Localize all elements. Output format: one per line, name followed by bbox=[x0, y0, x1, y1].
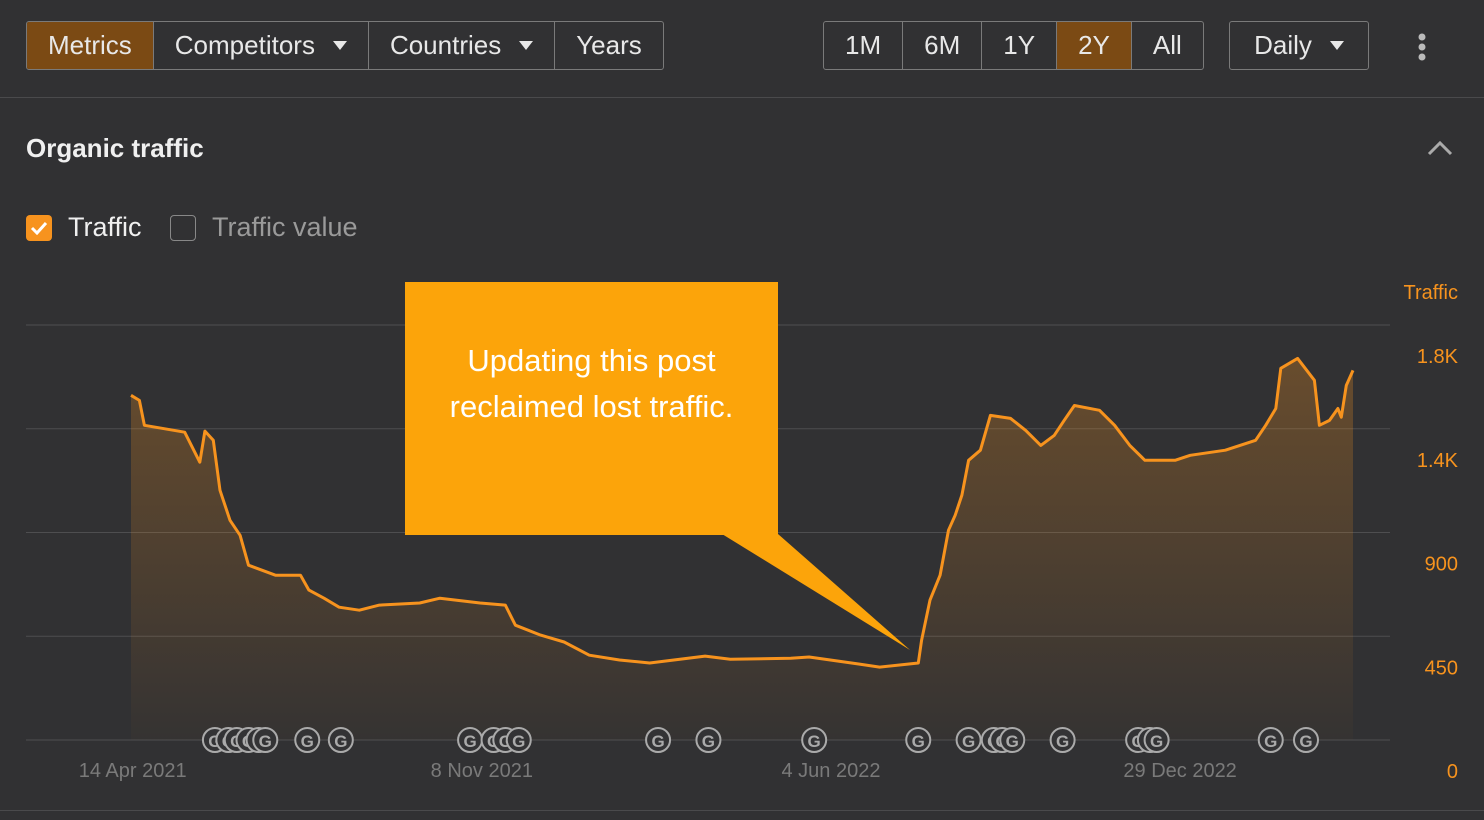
update-marker: G bbox=[1143, 727, 1170, 753]
x-tick-label: 14 Apr 2021 bbox=[79, 760, 187, 782]
update-icon bbox=[999, 727, 1026, 753]
divider bbox=[0, 810, 1484, 811]
update-icon-label: G bbox=[512, 732, 525, 751]
tab-label: Countries bbox=[389, 30, 502, 60]
tab-button[interactable]: Countries bbox=[367, 22, 554, 69]
update-icon bbox=[905, 727, 932, 753]
update-icon bbox=[294, 727, 321, 753]
tab-label: Years bbox=[576, 30, 642, 60]
update-icon bbox=[695, 727, 722, 753]
update-icon bbox=[1143, 727, 1170, 753]
annotation: Updating this post reclaimed lost traffi… bbox=[405, 282, 778, 535]
callout-pointer bbox=[722, 534, 910, 650]
range-button[interactable]: 2Y bbox=[1056, 22, 1131, 69]
dropdown-arrow bbox=[519, 41, 534, 50]
more-menu[interactable] bbox=[1410, 30, 1434, 64]
checkbox-checked[interactable] bbox=[26, 214, 52, 241]
tab-button[interactable]: Metrics bbox=[27, 22, 153, 69]
traffic-value-toggle[interactable]: Traffic value bbox=[170, 212, 358, 243]
update-icon-label: G bbox=[1056, 732, 1069, 751]
update-icon bbox=[645, 727, 672, 753]
interval-button[interactable]: Daily bbox=[1230, 22, 1368, 69]
update-icon bbox=[1293, 727, 1319, 753]
update-marker: G bbox=[695, 727, 722, 753]
y-tick-label: 900 bbox=[1425, 554, 1458, 576]
update-icon-label: G bbox=[912, 732, 925, 751]
line bbox=[130, 356, 1355, 669]
y-tick-label: 450 bbox=[1425, 657, 1458, 679]
update-icon-label: G bbox=[334, 732, 347, 751]
y-axis-label: Traffic bbox=[1404, 282, 1458, 304]
tab-button[interactable]: Competitors bbox=[152, 22, 368, 69]
dropdown-arrow bbox=[332, 41, 347, 50]
update-icon bbox=[1049, 727, 1076, 753]
update-icon bbox=[1257, 727, 1284, 753]
tab-label: Competitors bbox=[174, 30, 315, 60]
tab-button[interactable]: Years bbox=[554, 22, 663, 69]
dropdown-arrow bbox=[1329, 41, 1344, 50]
update-icon-label: G bbox=[1006, 732, 1019, 751]
update-marker: G bbox=[252, 727, 279, 753]
update-icon-label: G bbox=[702, 732, 715, 751]
y-tick-label: 1.4K bbox=[1417, 450, 1459, 472]
update-icon-label: G bbox=[1264, 732, 1277, 751]
y-tick-label: 1.8K bbox=[1417, 346, 1459, 368]
update-marker: G bbox=[645, 727, 672, 753]
range-button[interactable]: 1M bbox=[845, 30, 882, 60]
update-marker: G bbox=[1293, 727, 1319, 753]
range-buttons: 1M 6M 1Y 2Y All bbox=[823, 21, 1204, 70]
update-icon bbox=[252, 727, 279, 753]
x-tick-label: 29 Dec 2022 bbox=[1123, 760, 1236, 782]
range-button[interactable]: All bbox=[1130, 22, 1203, 69]
update-icon-label: G bbox=[651, 732, 664, 751]
interval-label: Daily bbox=[1254, 30, 1312, 60]
divider bbox=[0, 97, 1484, 98]
update-marker: G bbox=[955, 727, 982, 753]
update-icon-label: G bbox=[463, 732, 476, 751]
update-icon-label: G bbox=[301, 732, 314, 751]
metric-tabs: Metrics Competitors Countries Years bbox=[26, 21, 664, 70]
update-marker: G bbox=[457, 727, 484, 753]
update-marker: G bbox=[801, 727, 828, 753]
update-icon-label: G bbox=[259, 732, 272, 751]
update-icon-label: G bbox=[962, 732, 975, 751]
tab-label: Metrics bbox=[48, 30, 132, 60]
update-icon bbox=[327, 727, 354, 753]
update-marker: G bbox=[1049, 727, 1076, 753]
update-icon bbox=[955, 727, 982, 753]
update-icon-label: G bbox=[1299, 732, 1312, 751]
section-title: Organic traffic bbox=[26, 133, 204, 163]
update-marker: G bbox=[327, 727, 354, 753]
checkbox-unchecked[interactable] bbox=[170, 214, 196, 241]
area bbox=[131, 358, 1353, 740]
update-icon-label: G bbox=[1150, 732, 1163, 751]
update-icon bbox=[505, 727, 532, 753]
interval-select[interactable]: Daily bbox=[1229, 21, 1369, 70]
collapse-button[interactable] bbox=[1426, 138, 1454, 158]
x-tick-label: 8 Nov 2021 bbox=[431, 760, 533, 782]
update-marker: G bbox=[294, 727, 321, 753]
update-icon-label: G bbox=[808, 732, 821, 751]
update-marker: G bbox=[1257, 727, 1284, 753]
update-marker: G bbox=[905, 727, 932, 753]
x-tick-label: 4 Jun 2022 bbox=[781, 760, 880, 782]
update-marker: G bbox=[999, 727, 1026, 753]
update-icon bbox=[801, 727, 828, 753]
y-tick-label: 0 bbox=[1447, 761, 1458, 783]
update-marker: G bbox=[505, 727, 532, 753]
legend-label: Traffic bbox=[68, 212, 142, 242]
range-button[interactable]: 6M bbox=[902, 22, 981, 69]
traffic-toggle[interactable]: Traffic bbox=[26, 212, 142, 243]
toggle-label: Traffic value bbox=[212, 212, 358, 242]
range-button[interactable]: 1Y bbox=[981, 22, 1056, 69]
